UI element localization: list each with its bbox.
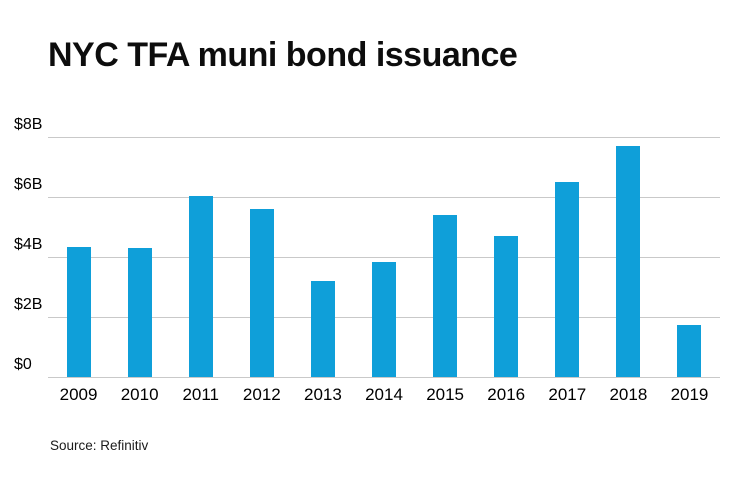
bar-column: 2011	[170, 137, 231, 404]
bar-column: 2013	[292, 137, 353, 404]
gridline-0	[48, 377, 720, 378]
bar-2016	[494, 236, 519, 377]
x-axis-tick-label: 2015	[426, 385, 465, 404]
x-axis-tick-label: 2019	[670, 385, 709, 404]
bar-column: 2019	[659, 137, 720, 404]
x-axis-tick-label: 2009	[59, 385, 98, 404]
x-axis-tick-label: 2011	[182, 385, 220, 404]
source-label: Source: Refinitiv	[50, 438, 149, 453]
bar-2018	[616, 146, 641, 377]
y-axis-tick-label: $8B	[14, 116, 43, 133]
bar-column: 2012	[231, 137, 292, 404]
y-axis-tick-label: $0	[14, 356, 32, 373]
x-axis-tick-label: 2018	[609, 385, 648, 404]
bar-column: 2017	[537, 137, 598, 404]
gridline-6	[48, 197, 720, 198]
bar-2009	[66, 246, 91, 377]
bar-2012	[249, 209, 274, 377]
bar-column: 2018	[598, 137, 659, 404]
bar-column: 2016	[476, 137, 537, 404]
x-axis-tick-label: 2014	[365, 385, 403, 404]
chart-title: NYC TFA muni bond issuance	[48, 36, 518, 74]
bar-column: 2009	[48, 137, 109, 404]
bar-2017	[555, 182, 580, 377]
bar-column: 2014	[353, 137, 414, 404]
y-axis-tick-label: $4B	[14, 236, 43, 253]
x-axis-tick-label: 2010	[120, 385, 159, 404]
bar-2010	[127, 248, 152, 377]
bar-2011	[188, 195, 213, 377]
bars-container: 2009 2010 2011 2012 2013 2014 2015 2016 2017 2018…	[48, 137, 720, 404]
bar-column: 2015	[415, 137, 476, 404]
bar-chart: 2009 2010 2011 2012 2013 2014 2015 2016 2017 2018…	[14, 117, 720, 427]
x-axis-tick-label: 2017	[548, 385, 587, 404]
bar-2015	[433, 215, 458, 377]
gridline-8	[48, 137, 720, 138]
y-axis-tick-label: $2B	[14, 296, 43, 313]
y-axis-tick-label: $6B	[14, 176, 43, 193]
x-axis-tick-label: 2013	[304, 385, 342, 404]
bar-2013	[310, 281, 335, 377]
x-axis-tick-label: 2012	[242, 385, 281, 404]
gridline-4	[48, 257, 720, 258]
bar-2019	[677, 324, 702, 377]
bar-column: 2010	[109, 137, 170, 404]
x-axis-tick-label: 2016	[487, 385, 526, 404]
bar-2014	[372, 261, 397, 377]
